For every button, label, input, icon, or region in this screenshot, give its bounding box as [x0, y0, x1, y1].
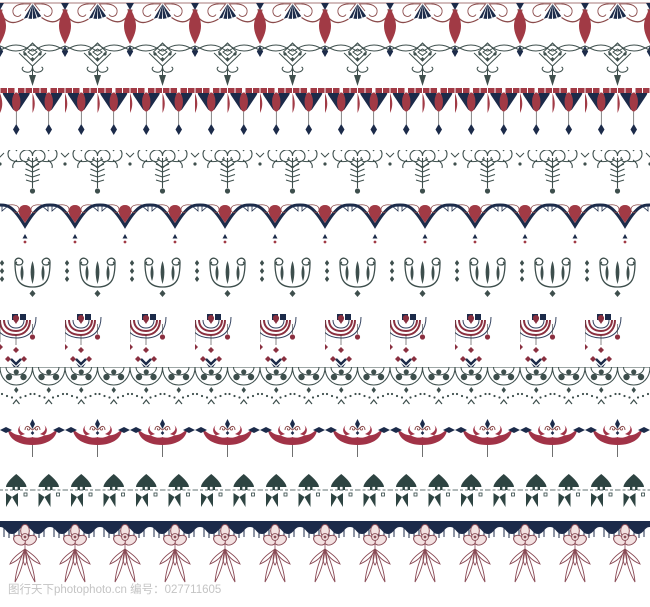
svg-text:图行天下photophoto.cn 编号：02771160: 图行天下photophoto.cn 编号：027711605: [8, 582, 221, 596]
